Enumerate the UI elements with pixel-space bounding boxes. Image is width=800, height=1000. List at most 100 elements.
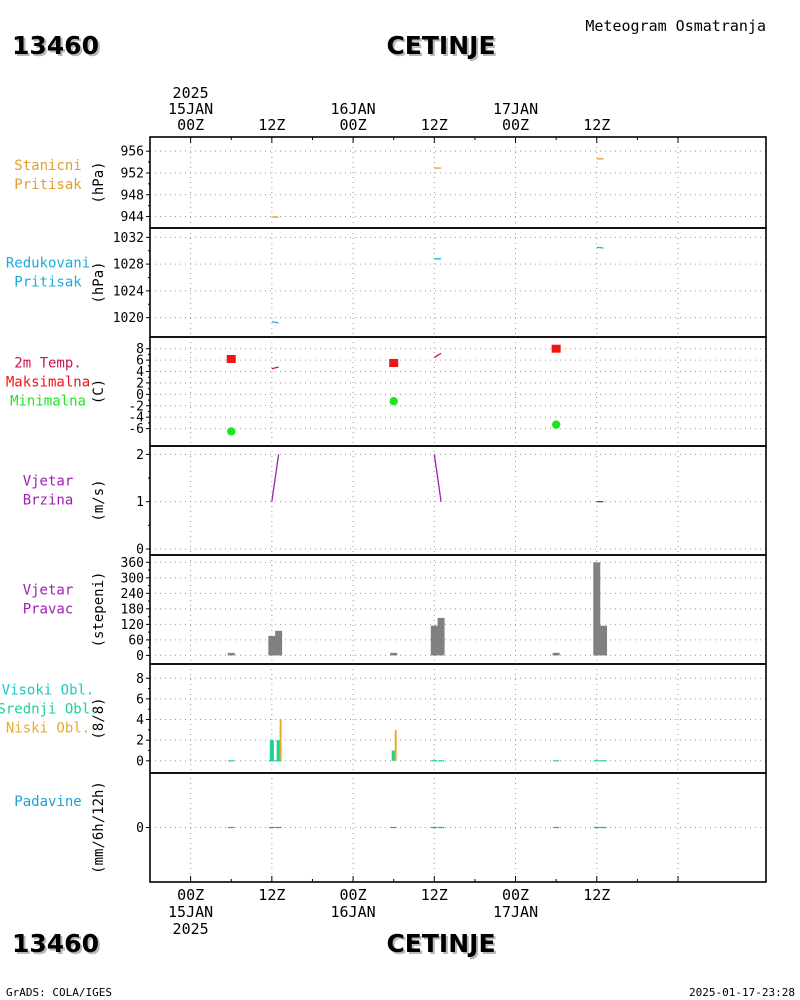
station-name-top: CETINJE [386, 31, 495, 60]
top-time-label: 17JAN [493, 100, 538, 118]
series-segment [271, 454, 280, 502]
y-tick-label: 4 [136, 713, 144, 728]
bar [279, 719, 282, 761]
top-time-label: 2025 [173, 84, 209, 102]
y-tick-label: 1032 [113, 231, 144, 246]
station-id-top-shadow: 13460 [14, 33, 101, 62]
station-id-top: 13460 [12, 31, 99, 60]
station-name-bottom: CETINJE [386, 929, 495, 958]
top-time-label: 12Z [583, 116, 610, 134]
series-segment [433, 352, 442, 358]
panel-label: Padavine [14, 794, 81, 810]
y-axis-label: (hPa) [91, 161, 107, 203]
bar [227, 652, 235, 656]
bar [437, 617, 445, 656]
top-time-label: 00Z [340, 116, 367, 134]
tmax-marker [226, 354, 236, 363]
panel-frame [149, 772, 767, 883]
panel-reduced-pressure: 1020 1024 1028 1032 (hPa)Redukovani Pritisak [6, 227, 767, 338]
tmax-marker [389, 358, 399, 367]
y-tick-label: 2 [136, 448, 144, 463]
bar [593, 562, 601, 656]
panel-label: Srednji Obl. [0, 702, 99, 718]
bottom-time-label: 2025 [173, 920, 209, 938]
y-tick-label: 6 [136, 354, 144, 369]
y-tick-label: 0 [136, 754, 144, 769]
y-axis-label: (8/8) [91, 697, 107, 739]
footer-timestamp: 2025-01-17-23:28 [689, 986, 795, 999]
panel-label: Stanicni [14, 158, 81, 174]
y-tick-label: 120 [121, 618, 144, 633]
y-tick-label: 1024 [113, 284, 144, 299]
bar [600, 625, 608, 656]
bottom-time-label: 12Z [421, 886, 448, 904]
top-time-label: 12Z [258, 116, 285, 134]
panel-frame [149, 336, 767, 447]
y-tick-label: 360 [121, 556, 144, 571]
bottom-time-label: 17JAN [493, 903, 538, 921]
y-tick-label: 944 [121, 210, 145, 225]
panel-clouds: 0 2 4 6 8 (8/8)Visoki Obl. Srednji Obl. Niski O… [0, 663, 767, 774]
y-tick-label: 0 [136, 543, 144, 558]
bottom-time-label: 15JAN [168, 903, 213, 921]
y-tick-label: 1 [136, 495, 144, 510]
y-tick-label: 0 [136, 649, 144, 664]
y-axis-label: (stepeni) [91, 572, 107, 648]
meteogram-title: Meteogram Osmatranja [585, 17, 766, 35]
top-time-label: 00Z [177, 116, 204, 134]
bar [391, 750, 396, 761]
tmin-marker [551, 420, 561, 429]
y-tick-label: 6 [136, 692, 144, 707]
y-tick-label: -6 [128, 422, 144, 437]
y-axis-label: (mm/6h/12h) [91, 781, 107, 874]
tmin-marker [227, 427, 236, 436]
y-tick-label: -2 [128, 399, 144, 414]
station-id-bottom: 13460 [12, 929, 99, 958]
y-tick-label: 2 [136, 734, 144, 749]
y-tick-label: 1028 [113, 258, 144, 273]
bar [390, 652, 398, 656]
y-axis-label: (m/s) [91, 479, 107, 521]
panel-frame [149, 554, 767, 665]
y-tick-label: 180 [121, 602, 144, 617]
panel-station-pressure: 944 948 952 956 (hPa) Stanicni Pritisak [14, 136, 767, 229]
bottom-time-label: 00Z [502, 886, 529, 904]
y-tick-label: 2 [136, 376, 144, 391]
y-tick-label: 0 [136, 821, 144, 836]
y-axis-label: (C) [91, 379, 107, 404]
panel-precipitation: 0 (mm/6h/12h) Padavine [14, 772, 767, 883]
panel-label: Redukovani [6, 256, 90, 272]
y-tick-label: 240 [121, 587, 144, 602]
bar [268, 636, 276, 656]
y-tick-label: 1020 [113, 311, 144, 326]
y-tick-label: 4 [136, 365, 144, 380]
bar [394, 729, 397, 761]
panel-label: Minimalna [10, 394, 86, 410]
bar [275, 630, 283, 656]
station-name-bottom-shadow: CETINJE [388, 931, 497, 960]
series-segment [433, 454, 442, 502]
panel-frame [149, 227, 767, 338]
y-tick-label: -4 [128, 411, 144, 426]
series-segment [271, 320, 279, 324]
y-tick-label: 948 [121, 188, 144, 203]
panel-label: Vjetar [23, 474, 74, 490]
tmax-marker [551, 344, 561, 353]
bar [430, 625, 438, 656]
panel-label: Vjetar [23, 583, 74, 599]
panel-wind-speed: 0 1 2 (m/s) Vjetar Brzina [23, 445, 767, 558]
y-tick-label: 8 [136, 672, 144, 687]
bar [552, 652, 560, 656]
bottom-time-label: 12Z [583, 886, 610, 904]
panel-label: Pritisak [14, 177, 82, 193]
top-time-label: 16JAN [330, 100, 375, 118]
top-time-label: 00Z [502, 116, 529, 134]
panel-frame [149, 445, 767, 556]
bottom-time-label: 00Z [177, 886, 204, 904]
panel-frame [149, 663, 767, 774]
top-time-label: 15JAN [168, 100, 213, 118]
station-name-top-shadow: CETINJE [388, 33, 497, 62]
top-time-label: 12Z [421, 116, 448, 134]
